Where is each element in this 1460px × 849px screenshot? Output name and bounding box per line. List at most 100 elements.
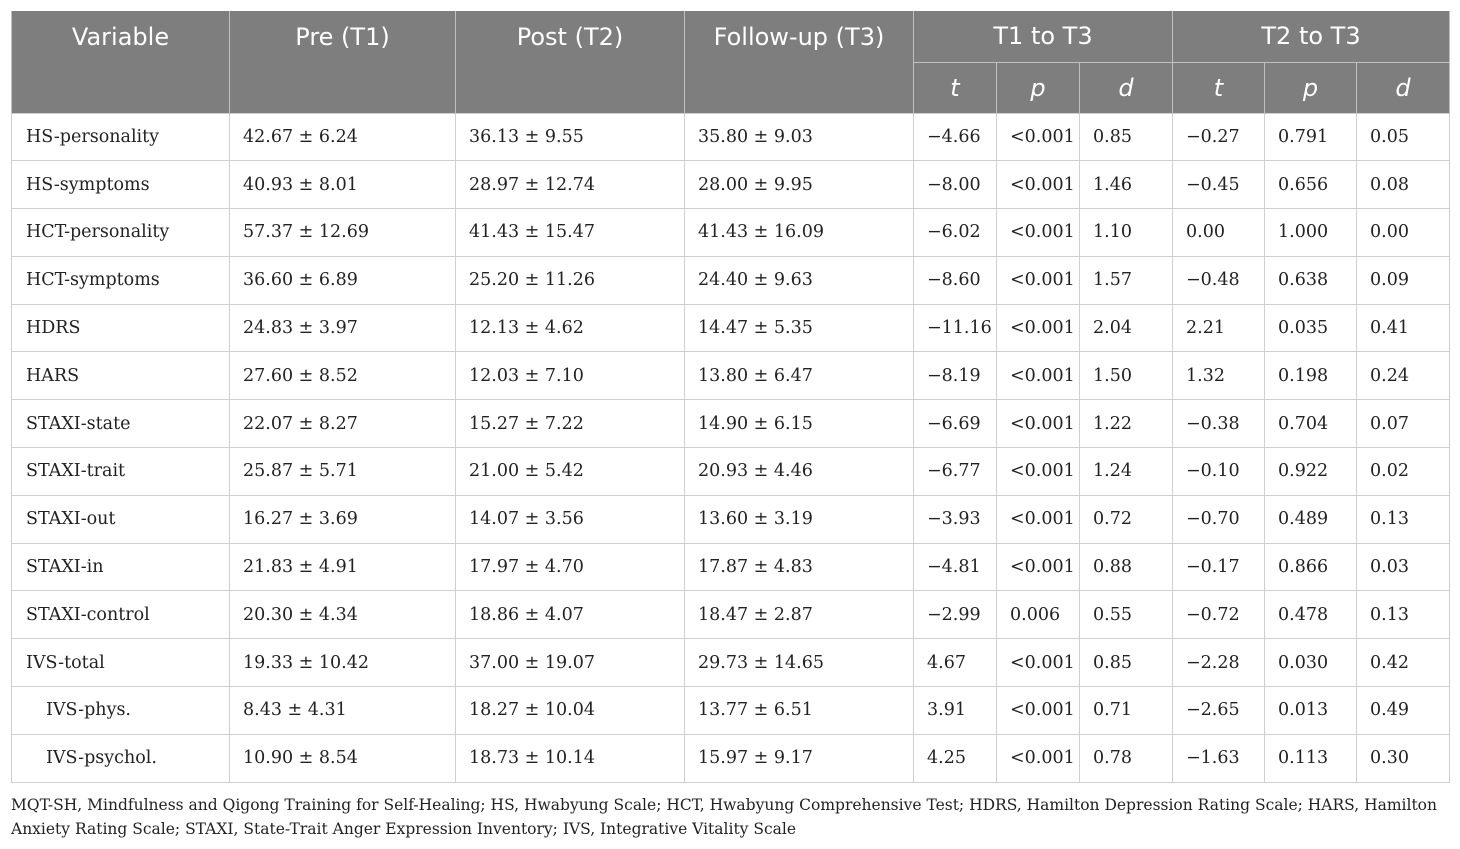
cell-followup: 41.43 ± 16.09 [684,208,914,257]
cell-t1-p: <0.001 [996,686,1080,735]
cell-t2-p: 0.922 [1264,447,1357,496]
table-footnote: MQT-SH, Mindfulness and Qigong Training … [11,796,1437,838]
cell-variable: STAXI-out [11,494,230,544]
table-body: HS-personality 42.67 ± 6.24 36.13 ± 9.55 35… [11,112,1450,783]
cell-t2-d: 0.30 [1356,733,1450,783]
cell-post: 17.97 ± 4.70 [455,542,685,592]
header-t1-t: t [913,62,997,113]
cell-t1-p: 0.006 [996,590,1080,640]
cell-pre: 19.33 ± 10.42 [229,638,456,688]
cell-followup: 18.47 ± 2.87 [684,590,914,640]
cell-t2-d: 0.05 [1356,112,1450,162]
cell-followup: 13.77 ± 6.51 [684,686,914,735]
cell-t1-t: −8.19 [913,351,997,401]
cell-t2-p: 0.638 [1264,255,1357,305]
cell-followup: 13.60 ± 3.19 [684,494,914,544]
cell-t1-t: −3.93 [913,494,997,544]
cell-t1-d: 0.72 [1079,494,1173,544]
cell-t2-p: 1.000 [1264,208,1357,257]
cell-pre: 10.90 ± 8.54 [229,733,456,783]
cell-t2-d: 0.42 [1356,638,1450,688]
cell-t1-t: −6.02 [913,208,997,257]
header-t1-p: p [996,62,1080,113]
cell-t2-t: −0.27 [1172,112,1265,162]
table-row: IVS-total 19.33 ± 10.42 37.00 ± 19.07 29.73… [11,638,1450,688]
cell-t2-p: 0.478 [1264,590,1357,640]
table-row: HARS 27.60 ± 8.52 12.03 ± 7.10 13.80 ± 6.47… [11,351,1450,401]
cell-t1-d: 0.85 [1079,112,1173,162]
cell-t1-d: 1.22 [1079,399,1173,449]
cell-t2-d: 0.09 [1356,255,1450,305]
cell-variable: STAXI-trait [11,447,230,496]
table-row: STAXI-state 22.07 ± 8.27 15.27 ± 7.22 14.90… [11,399,1450,449]
cell-t1-p: <0.001 [996,542,1080,592]
cell-t2-t: −2.65 [1172,686,1265,735]
cell-t2-p: 0.791 [1264,112,1357,162]
cell-t2-d: 0.41 [1356,303,1450,353]
table-row: STAXI-control 20.30 ± 4.34 18.86 ± 4.07 18.… [11,590,1450,640]
cell-t1-d: 1.24 [1079,447,1173,496]
table-row: HS-symptoms 40.93 ± 8.01 28.97 ± 12.74 28.0… [11,160,1450,210]
cell-t1-d: 1.46 [1079,160,1173,210]
cell-pre: 8.43 ± 4.31 [229,686,456,735]
cell-post: 15.27 ± 7.22 [455,399,685,449]
cell-t1-t: −2.99 [913,590,997,640]
cell-t1-d: 0.71 [1079,686,1173,735]
cell-t2-t: −1.63 [1172,733,1265,783]
cell-t2-t: 1.32 [1172,351,1265,401]
cell-t1-d: 1.50 [1079,351,1173,401]
cell-t1-p: <0.001 [996,494,1080,544]
cell-pre: 27.60 ± 8.52 [229,351,456,401]
cell-post: 41.43 ± 15.47 [455,208,685,257]
header-post: Post (T2) [455,11,685,113]
cell-t2-t: −0.38 [1172,399,1265,449]
table-row: IVS-phys. 8.43 ± 4.31 18.27 ± 10.04 13.77 ±… [11,686,1450,735]
cell-variable: HCT-symptoms [11,255,230,305]
cell-t1-t: −6.69 [913,399,997,449]
cell-t2-t: −0.72 [1172,590,1265,640]
cell-t1-p: <0.001 [996,208,1080,257]
cell-post: 36.13 ± 9.55 [455,112,685,162]
cell-t2-t: −0.17 [1172,542,1265,592]
cell-t2-p: 0.704 [1264,399,1357,449]
table-row: STAXI-out 16.27 ± 3.69 14.07 ± 3.56 13.60 ±… [11,494,1450,544]
cell-variable: IVS-phys. [11,686,230,735]
cell-t1-p: <0.001 [996,447,1080,496]
cell-pre: 36.60 ± 6.89 [229,255,456,305]
cell-post: 12.13 ± 4.62 [455,303,685,353]
cell-t2-d: 0.08 [1356,160,1450,210]
cell-pre: 57.37 ± 12.69 [229,208,456,257]
cell-followup: 35.80 ± 9.03 [684,112,914,162]
cell-post: 12.03 ± 7.10 [455,351,685,401]
table-row: HCT-symptoms 36.60 ± 6.89 25.20 ± 11.26 24.… [11,255,1450,305]
cell-variable: HDRS [11,303,230,353]
cell-t1-p: <0.001 [996,351,1080,401]
cell-t2-t: 2.21 [1172,303,1265,353]
cell-t1-d: 2.04 [1079,303,1173,353]
cell-variable: HARS [11,351,230,401]
cell-t2-p: 0.013 [1264,686,1357,735]
header-t2-p: p [1264,62,1357,113]
cell-t1-p: <0.001 [996,112,1080,162]
cell-t1-t: −4.81 [913,542,997,592]
cell-t2-d: 0.00 [1356,208,1450,257]
cell-pre: 42.67 ± 6.24 [229,112,456,162]
cell-t1-p: <0.001 [996,399,1080,449]
cell-t2-d: 0.13 [1356,590,1450,640]
cell-variable: STAXI-in [11,542,230,592]
cell-t1-p: <0.001 [996,303,1080,353]
cell-t2-d: 0.24 [1356,351,1450,401]
cell-t2-d: 0.49 [1356,686,1450,735]
cell-pre: 24.83 ± 3.97 [229,303,456,353]
cell-post: 18.73 ± 10.14 [455,733,685,783]
cell-followup: 14.90 ± 6.15 [684,399,914,449]
cell-variable: HS-personality [11,112,230,162]
cell-t1-t: 4.67 [913,638,997,688]
cell-pre: 20.30 ± 4.34 [229,590,456,640]
results-table-container: Variable Pre (T1) Post (T2) Follow-up (T… [11,11,1450,783]
cell-t1-p: <0.001 [996,160,1080,210]
cell-t2-t: −0.45 [1172,160,1265,210]
cell-t1-d: 0.78 [1079,733,1173,783]
header-variable: Variable [11,11,230,113]
cell-variable: STAXI-state [11,399,230,449]
